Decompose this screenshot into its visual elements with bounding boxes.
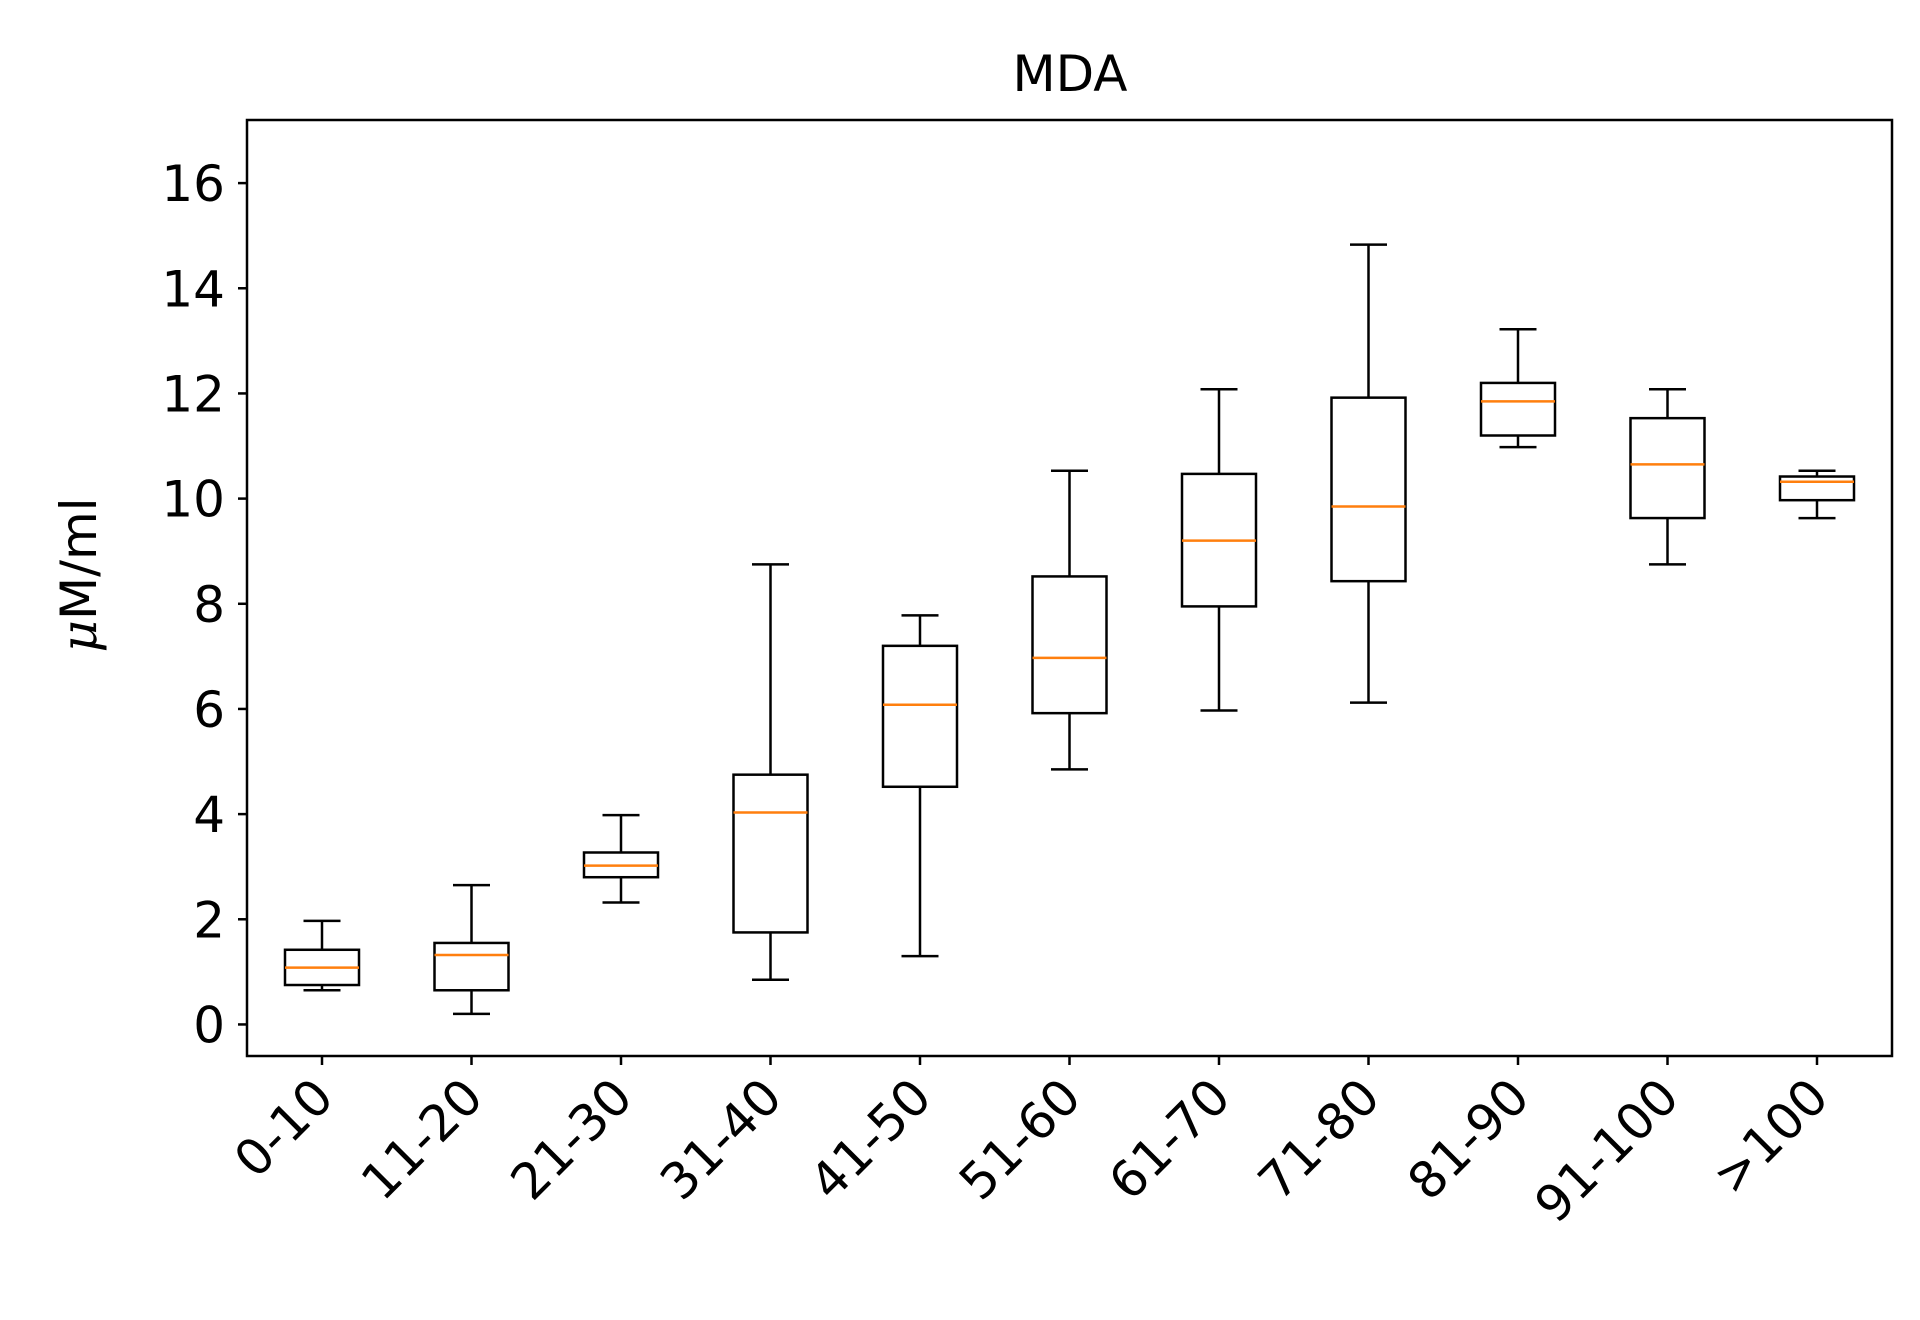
y-tick-label: 12 (161, 365, 225, 423)
box-71-80 (1330, 243, 1407, 704)
box->100 (1778, 469, 1856, 520)
box-41-50 (881, 614, 959, 958)
y-axis-label: μM/ml (50, 497, 108, 652)
box-iqr (1330, 396, 1407, 583)
y-tick-label: 16 (161, 155, 225, 213)
y-axis-label-text: M/ml (50, 497, 108, 620)
y-tick-label: 14 (161, 260, 225, 318)
x-tick-label: >100 (1701, 1067, 1839, 1205)
y-tick-label: 10 (161, 471, 225, 529)
chart-title: MDA (1013, 45, 1128, 103)
box-iqr (1031, 575, 1108, 715)
x-tick-label: 51-60 (948, 1067, 1092, 1211)
box-iqr (732, 773, 809, 934)
y-tick-label: 6 (193, 681, 225, 739)
y-tick-label: 4 (193, 786, 225, 844)
box-11-20 (433, 883, 510, 1016)
x-tick-label: 91-100 (1524, 1067, 1690, 1233)
x-tick-label: 61-70 (1098, 1067, 1242, 1211)
box-iqr (433, 941, 510, 992)
x-tick-label: 31-40 (649, 1067, 793, 1211)
x-tick-label: 21-30 (500, 1067, 644, 1211)
x-tick-label: 81-90 (1397, 1067, 1541, 1211)
box-iqr (1629, 416, 1706, 520)
box-iqr (1778, 475, 1856, 502)
y-axis-label-symbol: μ (50, 620, 108, 653)
boxes-group (283, 243, 1856, 1016)
y-tick-label: 8 (193, 576, 225, 634)
box-31-40 (732, 563, 809, 982)
y-axis: 0 2 4 6 8 10 12 14 16 (161, 155, 247, 1054)
y-tick-label: 0 (193, 996, 225, 1054)
box-61-70 (1180, 387, 1258, 712)
box-0-10 (283, 919, 361, 992)
box-21-30 (582, 813, 660, 904)
x-axis: 0-10 11-20 21-30 31-40 41-50 51-60 61-70 71-80 8… (223, 1056, 1839, 1234)
box-81-90 (1479, 328, 1557, 449)
x-tick-label: 71-80 (1247, 1067, 1391, 1211)
box-iqr (881, 644, 959, 789)
x-tick-label: 11-20 (350, 1067, 494, 1211)
y-tick-label: 2 (193, 891, 225, 949)
box-51-60 (1031, 469, 1108, 771)
box-91-100 (1629, 387, 1706, 566)
plot-frame (245, 118, 1894, 1058)
x-tick-label: 0-10 (223, 1067, 344, 1188)
box-iqr (1479, 381, 1557, 437)
x-tick-label: 41-50 (799, 1067, 943, 1211)
